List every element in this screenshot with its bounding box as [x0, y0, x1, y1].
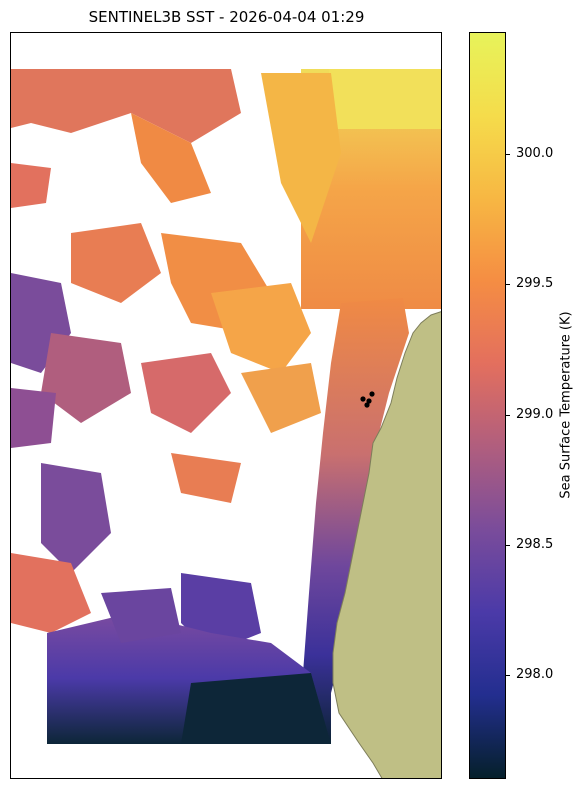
observation-point [369, 391, 375, 397]
colorbar-tick-label: 298.5 [516, 536, 554, 552]
land-mass [332, 311, 441, 778]
colorbar-tick-mark [506, 284, 510, 286]
colorbar-tick-label: 300.0 [516, 146, 554, 162]
observation-point [360, 396, 366, 402]
colorbar-tick-mark [506, 544, 510, 546]
colorbar-tick-mark [506, 674, 510, 676]
sst-map [11, 69, 441, 778]
observation-point [366, 398, 372, 404]
colorbar [469, 32, 506, 779]
sst-field-coastal [303, 298, 409, 744]
colorbar-tick-label: 298.0 [516, 666, 554, 682]
colorbar-tick-mark [506, 414, 510, 416]
colorbar-tick-label: 299.5 [516, 276, 554, 292]
observation-points [360, 391, 375, 408]
sst-field-west [11, 69, 321, 653]
colorbar-ticks: 298.0 298.5 299.0 299.5 300.0 [506, 32, 566, 779]
colorbar-tick-mark [506, 154, 510, 156]
plot-title: SENTINEL3B SST - 2026-04-04 01:29 [88, 8, 365, 26]
colorbar-tick-label: 299.0 [516, 406, 554, 422]
map-panel [10, 32, 442, 779]
observation-point [364, 402, 370, 408]
sst-field-northeast [261, 69, 441, 309]
sst-field-south [47, 588, 331, 744]
colorbar-label: Sea Surface Temperature (K) [558, 311, 574, 499]
